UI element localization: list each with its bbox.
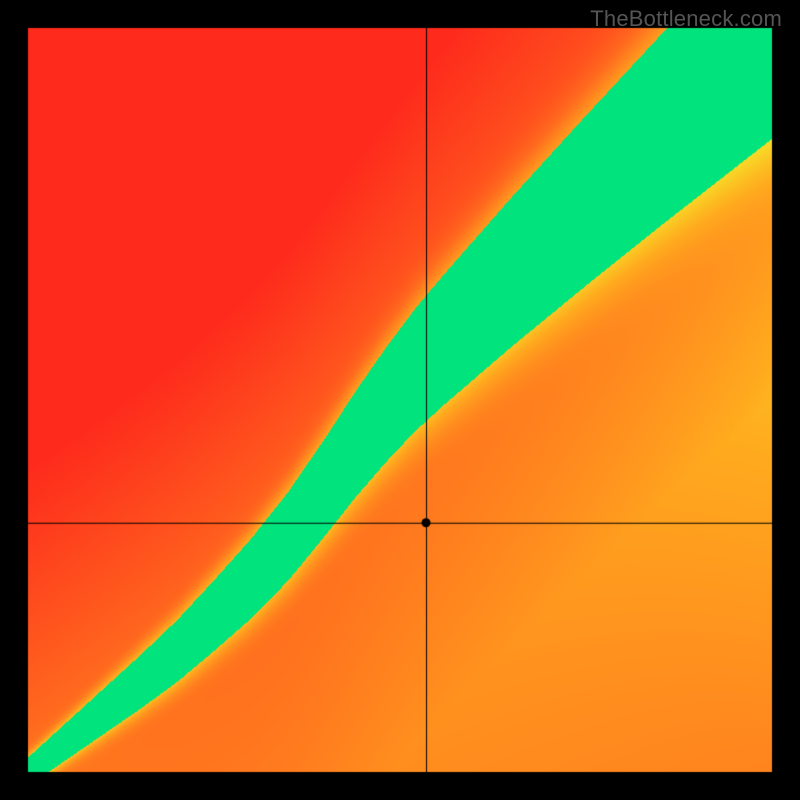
bottleneck-heatmap [0, 0, 800, 800]
watermark-text: TheBottleneck.com [590, 6, 782, 32]
